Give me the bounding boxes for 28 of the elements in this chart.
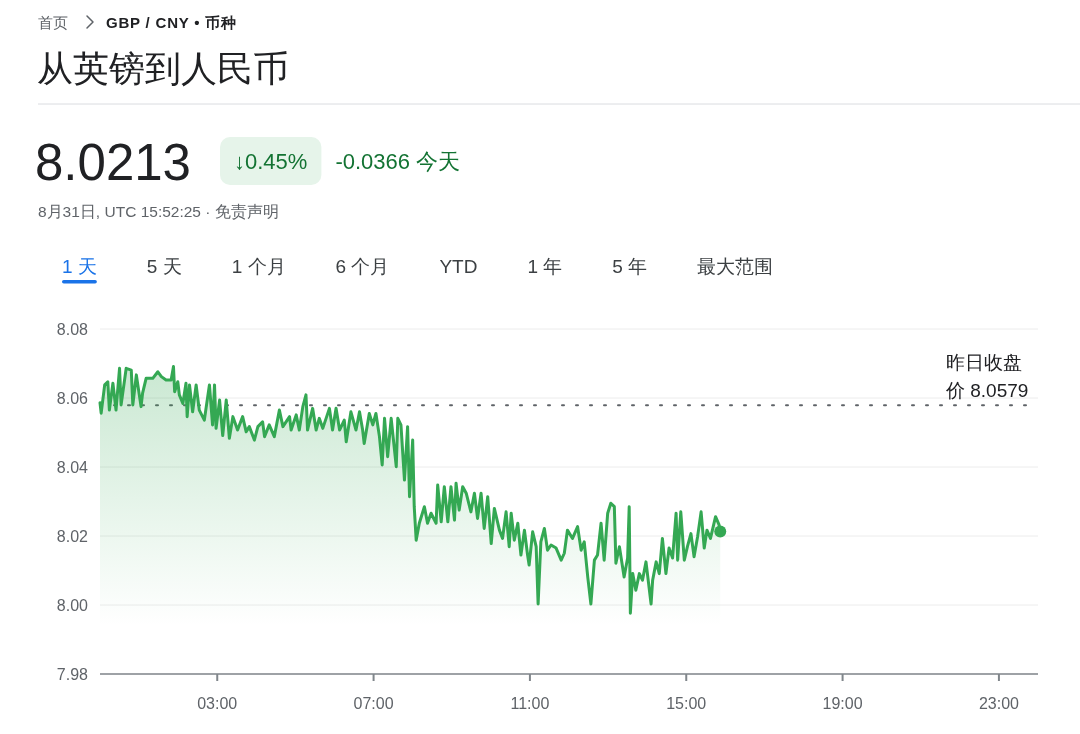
x-tick-label: 11:00 — [510, 694, 550, 712]
y-tick-label: 8.04 — [56, 458, 89, 476]
x-tick-label: 19:00 — [822, 694, 863, 712]
y-tick-label: 8.08 — [56, 320, 89, 338]
text: -0.0366 今天 — [335, 148, 461, 174]
text: ↓0.45% — [234, 148, 308, 174]
ref-line-label: 昨日收盘价 8.0579 — [945, 351, 1029, 401]
x-tick-label: 03:00 — [197, 694, 238, 712]
y-tick-label: 8.00 — [56, 596, 89, 614]
text: 1 年 — [527, 255, 563, 277]
x-tick-label: 07:00 — [353, 694, 394, 712]
text: 1 个月 — [231, 255, 286, 277]
text: 首页 — [38, 13, 68, 31]
text: 8.0213 — [35, 133, 191, 191]
y-tick-label: 8.06 — [56, 389, 89, 407]
text: 5 年 — [612, 255, 648, 277]
x-tick-label: 23:00 — [978, 694, 1020, 712]
chart-title: 从英镑到人民币 — [37, 47, 289, 89]
text: 6 个月 — [335, 255, 390, 277]
text: GBP / CNY • 币种 — [106, 13, 237, 31]
x-tick-label: 15:00 — [666, 694, 707, 712]
y-tick-label: 7.98 — [56, 665, 89, 683]
text: 1 天 — [62, 255, 97, 277]
text: 5 天 — [146, 255, 182, 277]
text: 8月31日, UTC 15:52:25 · 免责声明 — [38, 202, 279, 220]
text: 最大范围 — [697, 255, 774, 277]
y-tick-label: 8.02 — [56, 527, 89, 545]
text: YTD — [439, 255, 478, 277]
